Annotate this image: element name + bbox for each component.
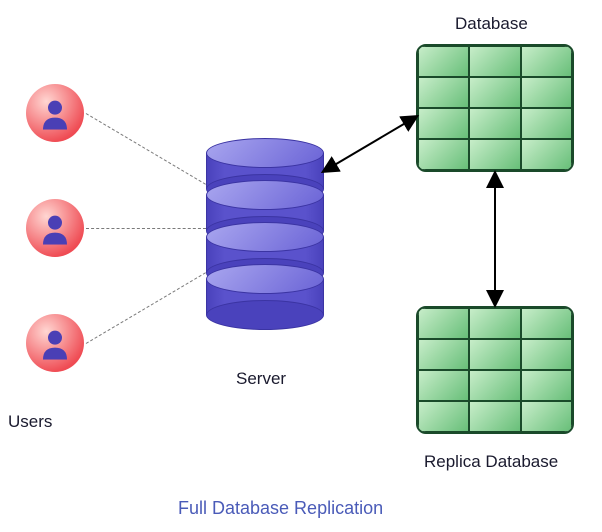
user-avatar [26, 84, 84, 142]
database-cell [521, 108, 572, 139]
person-icon [40, 328, 70, 360]
user-server-connector [86, 272, 207, 344]
database-cell [469, 139, 520, 170]
database-cell [469, 339, 520, 370]
replica-label: Replica Database [424, 452, 558, 472]
user-avatar [26, 199, 84, 257]
database-cell [521, 46, 572, 77]
database-cell [418, 77, 469, 108]
user-server-connector [86, 228, 206, 229]
database-cell [418, 139, 469, 170]
diagram-canvas: Database Server Users Replica Database F… [0, 0, 602, 532]
database-cell [469, 108, 520, 139]
database-cell [418, 108, 469, 139]
database-cell [418, 401, 469, 432]
person-icon [40, 98, 70, 130]
bidirectional-arrow [326, 118, 414, 170]
database-cell [469, 370, 520, 401]
database-cell [418, 308, 469, 339]
database-cell [521, 308, 572, 339]
server-label: Server [236, 369, 286, 389]
database-cell [521, 370, 572, 401]
database-cell [418, 46, 469, 77]
diagram-caption: Full Database Replication [178, 498, 383, 519]
user-avatar [26, 314, 84, 372]
database-cell [521, 401, 572, 432]
database-cell [469, 308, 520, 339]
database-cell [521, 339, 572, 370]
database-cell [418, 339, 469, 370]
database-cell [521, 77, 572, 108]
database-cell [469, 401, 520, 432]
database-replica [416, 306, 574, 434]
database-cell [521, 139, 572, 170]
users-label: Users [8, 412, 52, 432]
database-label: Database [455, 14, 528, 34]
database-cell [469, 46, 520, 77]
database-cell [469, 77, 520, 108]
database-cell [418, 370, 469, 401]
database-primary [416, 44, 574, 172]
person-icon [40, 213, 70, 245]
user-server-connector [86, 113, 207, 185]
